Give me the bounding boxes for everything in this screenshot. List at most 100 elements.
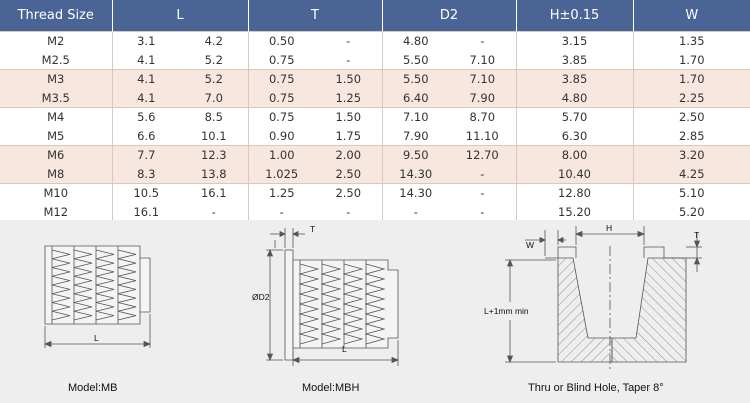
hole-dim-h: H [606,223,612,233]
cell-w: 2.25 [632,88,750,108]
cell-d2: 11.10 [449,126,517,146]
cell-w: 2.85 [632,126,750,146]
cell-thread: M12 [0,202,112,221]
cell-l2: 5.2 [180,50,248,70]
header-t: T [247,0,383,32]
cell-l2: 10.1 [180,126,248,146]
cell-h: 12.80 [515,183,634,203]
header-d2: D2 [381,0,517,32]
cell-w: 5.10 [632,183,750,203]
cell-thread: M8 [0,164,112,184]
cell-thread: M2 [0,31,112,51]
cell-t2: - [315,202,383,221]
caption-mb: Model:MB [68,382,118,394]
table-row: M4 5.6 8.5 0.75 1.50 7.10 8.70 5.70 2.50 [0,107,750,127]
cell-l1: 7.7 [111,145,180,165]
cell-d2: - [449,164,517,184]
cell-w: 1.35 [632,31,750,51]
cell-w: 1.70 [632,69,750,89]
cell-t1: 0.75 [247,107,315,127]
cell-l2: 7.0 [180,88,248,108]
cell-t2: 2.50 [315,183,383,203]
cell-d2: 7.90 [449,88,517,108]
cell-l1: 5.6 [111,107,180,127]
mb-teeth [51,246,137,324]
mbh-dim-l: L [342,344,347,354]
cell-d1: - [381,202,450,221]
table-row: M2.5 4.1 5.2 0.75-5.50 7.10 3.85 1.70 [0,50,750,70]
cell-d2: 8.70 [449,107,517,127]
header-l: L [111,0,248,32]
table-header-row: Thread Size L T D2 H±0.15 W [0,0,750,32]
cell-t1: 0.90 [247,126,315,146]
cell-h: 6.30 [515,126,634,146]
cell-d1: 14.30 [381,164,450,184]
cell-d1: 7.10 [381,107,450,127]
table-row: M12 16.1- - - - -15.20 5.20 [0,202,750,221]
cell-t1: 0.75 [247,88,315,108]
cell-d1: 4.80 [381,31,450,51]
cell-w: 5.20 [632,202,750,221]
mbh-flange [284,249,294,361]
cell-h: 3.85 [515,50,634,70]
cell-t2: 2.00 [315,145,383,165]
hole-surface-line [545,246,686,259]
cell-l2: 5.2 [180,69,248,89]
cell-d1: 14.30 [381,183,450,203]
caption-hole: Thru or Blind Hole, Taper 8° [528,382,664,394]
cell-t2: 2.50 [315,164,383,184]
mb-insert-drawing: L [43,245,152,348]
cell-l1: 4.1 [111,69,180,89]
cell-t1: 1.025 [247,164,315,184]
cell-d2: - [449,31,517,51]
cell-w: 1.70 [632,50,750,70]
hole-dim-depth: L+1mm min [484,306,529,316]
hole-dim-w: W [526,240,534,250]
cell-l1: 4.1 [111,50,180,70]
cell-t2: 1.50 [315,107,383,127]
cell-thread: M5 [0,126,112,146]
cell-t2: 1.25 [315,88,383,108]
cell-l2: 8.5 [180,107,248,127]
cell-d2: - [449,202,517,221]
table-row: M8 8.3 13.8 1.025 2.50 14.30-10.40 4.25 [0,164,750,184]
cell-h: 3.85 [515,69,634,89]
cell-h: 4.80 [515,88,634,108]
mb-dim-l: L [94,333,99,343]
cell-w: 3.20 [632,145,750,165]
cell-d1: 6.40 [381,88,450,108]
cell-l1: 4.1 [111,88,180,108]
cell-t1: 0.50 [247,31,315,51]
cell-t1: - [247,202,315,221]
hole-section-drawing: W H T L+1mm min [484,223,702,370]
cell-thread: M3 [0,69,112,89]
table-row: M3.5 4.1 7.0 0.75 1.25 6.40 7.90 4.80 2.25 [0,88,750,108]
table-row: M5 6.6 10.1 0.90 1.75 7.90 11.10 6.30 2.85 [0,126,750,146]
mbh-dim-d2: ØD2 [252,292,270,302]
hole-wall-left [557,257,613,363]
table-row: M3 4.1 5.2 0.75 1.50 5.50 7.10 3.85 1.70 [0,69,750,89]
cell-h: 5.70 [515,107,634,127]
header-w: W [632,0,750,32]
header-h: H±0.15 [515,0,634,32]
hole-dim-t: T [694,230,699,240]
cell-h: 3.15 [515,31,634,51]
cell-l2: 4.2 [180,31,248,51]
cell-l2: - [180,202,248,221]
table-body: M2 3.1 4.2 0.50-4.80-3.15 1.35 M2.5 4.1 5.2 0.75… [0,31,750,221]
cell-l1: 3.1 [111,31,180,51]
cell-d2: 12.70 [449,145,517,165]
mbh-insert-drawing: T ØD2 L [252,224,400,366]
cell-thread: M6 [0,145,112,165]
table-row: M2 3.1 4.2 0.50-4.80-3.15 1.35 [0,31,750,51]
cell-t2: - [315,31,383,51]
mbh-dim-t: T [310,224,315,234]
caption-mbh: Model:MBH [302,382,360,394]
cell-l2: 16.1 [180,183,248,203]
table-row: M6 7.7 12.3 1.00 2.00 9.50 12.70 8.00 3.20 [0,145,750,165]
cell-thread: M4 [0,107,112,127]
cell-h: 15.20 [515,202,634,221]
cell-l1: 10.5 [111,183,180,203]
cell-d2: 7.10 [449,69,517,89]
